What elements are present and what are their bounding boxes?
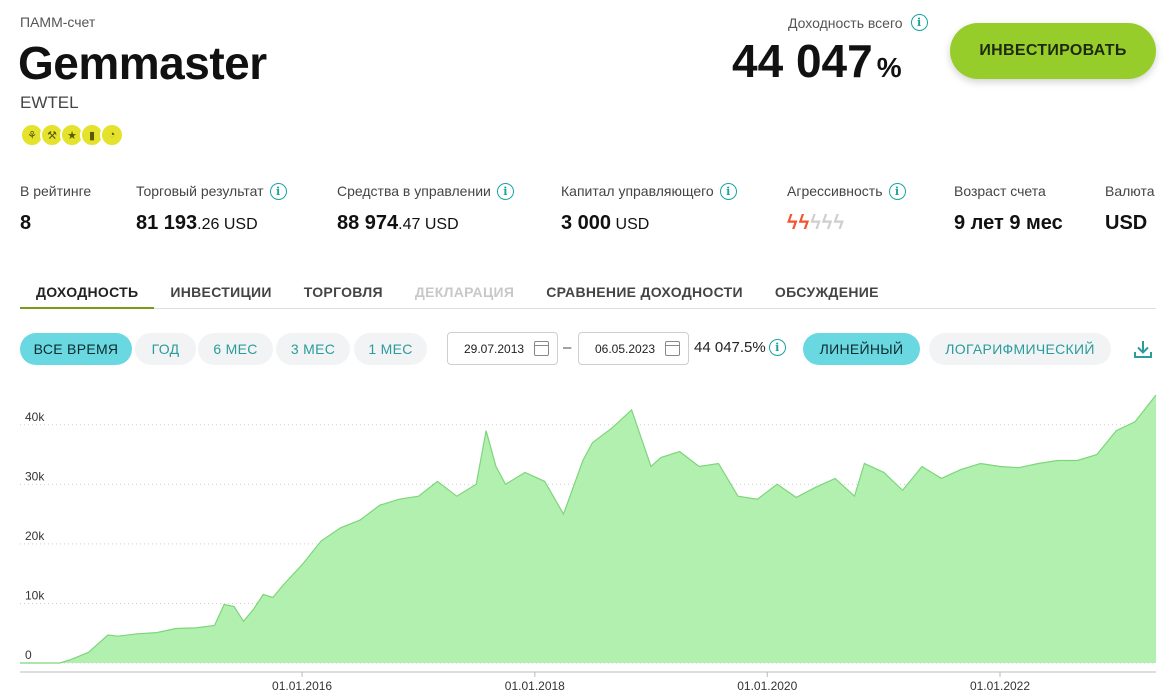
y-tick-label: 30k <box>25 469 45 483</box>
tab-returns-comparison[interactable]: СРАВНЕНИЕ ДОХОДНОСТИ <box>546 284 743 300</box>
y-axis: 0 10k 20k 30k 40k <box>25 410 45 662</box>
stat-trading-result: Торговый результат i 81 193.26 USD <box>136 182 287 235</box>
stat-label: Средства в управлении i <box>337 182 514 200</box>
y-tick-label: 20k <box>25 529 45 543</box>
stat-label-text: Торговый результат <box>136 183 264 199</box>
stat-value-fraction: .26 USD <box>197 216 258 233</box>
stat-label: Возраст счета <box>954 183 1046 199</box>
tab-returns[interactable]: ДОХОДНОСТЬ <box>20 276 155 309</box>
scale-linear[interactable]: ЛИНЕЙНЫЙ <box>803 333 920 365</box>
stat-funds-under-management: Средства в управлении i 88 974.47 USD <box>337 182 514 235</box>
stat-label: В рейтинге <box>20 183 92 199</box>
date-from-value: 29.07.2013 <box>464 341 525 356</box>
y-tick-label: 40k <box>25 410 45 424</box>
stat-value-main: 88 974 <box>337 212 399 234</box>
download-icon[interactable] <box>1133 339 1153 359</box>
period-all-time[interactable]: ВСЕ ВРЕМЯ <box>20 333 132 365</box>
stat-value-main: 3 000 <box>561 212 612 234</box>
stat-currency: Валюта USD <box>1105 182 1155 235</box>
tab-declaration: ДЕКЛАРАЦИЯ <box>414 284 515 300</box>
calendar-icon[interactable] <box>665 341 680 356</box>
date-to-field[interactable]: 06.05.2023 <box>578 332 689 365</box>
returns-line <box>20 395 1157 664</box>
achievement-badges: ⚘ ⚒ ★ ▮ ◔ <box>20 123 124 147</box>
x-tick-label: 01.01.2016 <box>272 679 332 693</box>
account-subtitle: EWTEL <box>20 93 79 112</box>
x-axis: 01.01.2016 01.01.2018 01.01.2020 01.01.2022 <box>272 672 1030 693</box>
x-tick-label: 01.01.2018 <box>505 679 565 693</box>
total-return-label: Доходность всего i <box>788 14 928 31</box>
date-to-value: 06.05.2023 <box>595 341 656 356</box>
total-return-unit: % <box>876 52 902 83</box>
scale-logarithmic[interactable]: ЛОГАРИФМИЧЕСКИЙ <box>929 333 1111 365</box>
stat-label: Агрессивность i <box>787 182 906 200</box>
tab-discussion[interactable]: ОБСУЖДЕНИЕ <box>774 284 879 300</box>
period-return: 44 047.5% i <box>694 339 786 356</box>
date-from-field[interactable]: 29.07.2013 <box>447 332 558 365</box>
stat-label: Валюта <box>1105 183 1155 199</box>
tab-investments[interactable]: ИНВЕСТИЦИИ <box>170 284 272 300</box>
date-range-separator: – <box>563 339 572 356</box>
x-tick-label: 01.01.2022 <box>970 679 1030 693</box>
stat-value: 3 000 USD <box>561 212 737 235</box>
stat-value-fraction: USD <box>611 216 650 233</box>
tab-bar: ДОХОДНОСТЬ ИНВЕСТИЦИИ ТОРГОВЛЯ ДЕКЛАРАЦИ… <box>20 276 1156 309</box>
speedometer-icon[interactable]: ◔ <box>100 123 124 147</box>
y-tick-label: 10k <box>25 588 45 602</box>
stat-value: 88 974.47 USD <box>337 212 514 235</box>
stat-account-age: Возраст счета 9 лет 9 мес <box>954 182 1063 235</box>
total-return-number: 44 047 <box>732 35 873 87</box>
period-year[interactable]: ГОД <box>135 333 196 365</box>
stat-value-main: 9 лет 9 мес <box>954 212 1063 234</box>
stat-label: Капитал управляющего i <box>561 182 737 200</box>
info-icon[interactable]: i <box>768 339 786 356</box>
calendar-icon[interactable] <box>534 341 549 356</box>
account-name: Gemmaster <box>18 37 267 89</box>
info-icon[interactable]: i <box>719 182 737 200</box>
stat-value-main: USD <box>1105 212 1148 234</box>
period-1-month[interactable]: 1 МЕС <box>354 333 427 365</box>
info-icon[interactable]: i <box>496 182 514 200</box>
invest-button[interactable]: ИНВЕСТИРОВАТЬ <box>950 23 1156 79</box>
stat-value: 8 <box>20 212 91 235</box>
stat-rating: В рейтинге 8 <box>20 182 91 235</box>
stat-value-main: 8 <box>20 212 32 234</box>
period-return-value: 44 047.5% <box>694 339 766 356</box>
stat-label-text: Капитал управляющего <box>561 183 714 199</box>
bolt-active-icon: ϟ <box>787 212 798 234</box>
stat-label-text: Агрессивность <box>787 183 883 199</box>
tab-trading[interactable]: ТОРГОВЛЯ <box>303 284 383 300</box>
total-return-label-text: Доходность всего <box>788 14 903 31</box>
stat-value: 9 лет 9 мес <box>954 212 1063 235</box>
info-icon[interactable]: i <box>269 182 287 200</box>
bolt-inactive-icon: ϟ <box>833 212 844 234</box>
bolt-inactive-icon: ϟ <box>821 212 833 234</box>
period-3-months[interactable]: 3 МЕС <box>276 333 350 365</box>
returns-area <box>20 395 1156 663</box>
stat-label: Торговый результат i <box>136 182 287 200</box>
scooter-icon[interactable]: ⚒ <box>40 123 64 147</box>
stat-value-fraction: .47 USD <box>398 216 459 233</box>
bolt-inactive-icon: ϟ <box>810 212 821 234</box>
y-tick-label: 0 <box>25 648 32 662</box>
stat-value-main: 81 193 <box>136 212 198 234</box>
x-tick-label: 01.01.2020 <box>737 679 797 693</box>
account-type: ПАММ-счет <box>20 14 96 30</box>
stat-manager-capital: Капитал управляющего i 3 000 USD <box>561 182 737 235</box>
stat-label-text: Средства в управлении <box>337 183 491 199</box>
stat-value: 81 193.26 USD <box>136 212 287 235</box>
info-icon[interactable]: i <box>888 182 906 200</box>
period-6-months[interactable]: 6 МЕС <box>198 333 273 365</box>
total-return-value: 44 047% <box>732 34 902 88</box>
stat-value: USD <box>1105 212 1155 235</box>
bolt-active-icon: ϟ <box>798 212 810 234</box>
info-icon[interactable]: i <box>910 14 928 31</box>
